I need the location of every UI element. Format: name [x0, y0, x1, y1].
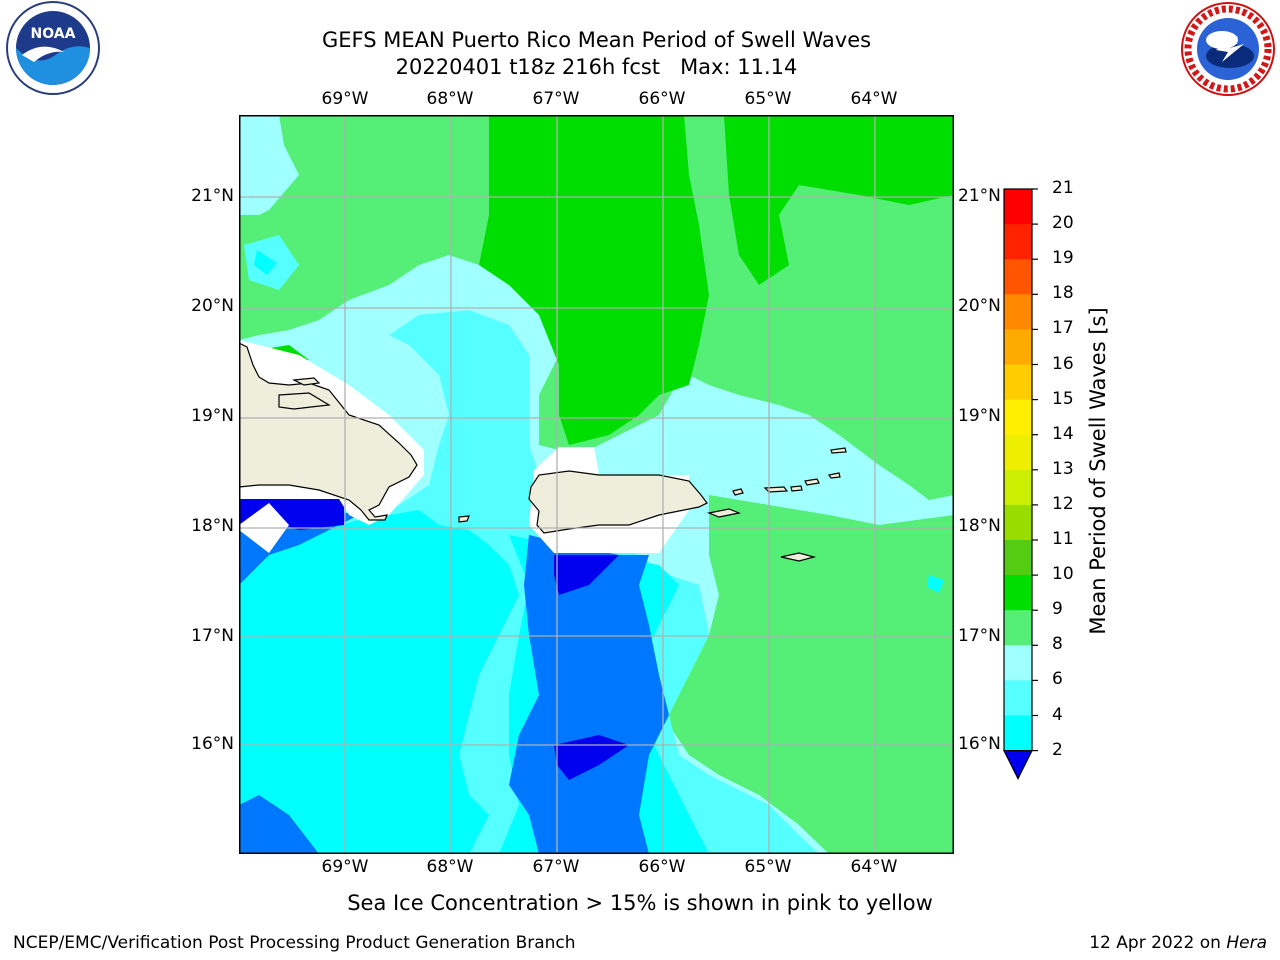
grid-lines [239, 115, 954, 854]
colorbar-tick-label: 19 [1052, 248, 1074, 269]
lat-label-left: 18°N [191, 516, 234, 536]
lat-label-left: 16°N [191, 734, 234, 754]
footer-credit: NCEP/EMC/Verification Post Processing Pr… [13, 933, 576, 953]
colorbar-tick-label: 4 [1052, 704, 1063, 725]
colorbar-segment [1004, 434, 1032, 471]
st-croix-island [780, 552, 817, 562]
footer-date-text: 12 Apr 2022 on [1089, 933, 1227, 953]
lat-label-right: 21°N [958, 186, 1001, 206]
colorbar [1003, 188, 1038, 780]
colorbar-segment [1004, 224, 1032, 260]
field-4-6s [927, 575, 944, 593]
hispaniola-land [239, 342, 418, 521]
colorbar-segment [1004, 540, 1032, 576]
colorbar-tick-label: 21 [1052, 178, 1074, 198]
footer-date: 12 Apr 2022 on Hera [1089, 933, 1267, 953]
footer-host: Hera [1226, 933, 1267, 953]
colorbar-segment [1004, 680, 1032, 716]
virgin-gorda-island [828, 472, 841, 479]
map-title: GEFS MEAN Puerto Rico Mean Period of Swe… [321, 28, 872, 52]
field-9-10s [399, 115, 489, 175]
svg-text:NOAA: NOAA [31, 26, 76, 42]
lon-label-bottom: 66°W [638, 857, 686, 877]
colorbar-label: Mean Period of Swell Waves [s] [1086, 307, 1110, 635]
field-4-6s [239, 510, 519, 854]
colorbar-segment [1004, 364, 1032, 401]
lon-label-top: 69°W [321, 89, 369, 109]
colorbar-tick-label: 20 [1052, 213, 1074, 234]
field-9-10s [659, 495, 954, 854]
colorbar-tick-label: 18 [1052, 283, 1074, 304]
colorbar-segment [1004, 189, 1032, 225]
lat-label-left: 20°N [191, 296, 234, 316]
colorbar-tick-label: 17 [1052, 318, 1074, 339]
lat-label-right: 20°N [958, 296, 1001, 316]
lon-label-top: 65°W [744, 89, 792, 109]
colorbar-segment [1004, 399, 1032, 436]
lon-label-top: 67°W [532, 89, 580, 109]
colorbar-segment [1004, 294, 1032, 330]
lon-label-top: 66°W [638, 89, 686, 109]
colorbar-tick-label: 12 [1052, 493, 1074, 514]
colorbar-segment [1004, 610, 1032, 646]
lon-label-top: 64°W [850, 89, 898, 109]
st-thomas-island [763, 486, 789, 493]
colorbar-tick-label: 14 [1052, 423, 1074, 444]
culebra-island [732, 488, 744, 496]
lat-label-right: 16°N [958, 734, 1001, 754]
field-below-2s [554, 555, 619, 595]
vieques-island [706, 508, 742, 518]
tortola-island [804, 478, 820, 486]
colorbar-segment [1004, 645, 1032, 681]
colorbar-tick-label: 8 [1052, 634, 1063, 655]
colorbar-segment [1004, 259, 1032, 295]
colorbar-tick-label: 2 [1052, 739, 1063, 760]
colorbar-tick-label: 10 [1052, 564, 1074, 585]
tortuga-island [291, 377, 321, 386]
colorbar-segment [1004, 469, 1032, 506]
colorbar-segment [1004, 575, 1032, 611]
colorbar-tick-label: 11 [1052, 529, 1074, 549]
colorbar-tick-label: 16 [1052, 353, 1074, 374]
map-subtitle: 20220401 t18z 216h fcst Max: 11.14 [395, 55, 798, 79]
colorbar-segment [1004, 329, 1032, 365]
field-4-6s [254, 250, 277, 275]
lon-label-top: 68°W [426, 89, 474, 109]
lon-label-bottom: 64°W [850, 857, 898, 877]
field-10-11s [724, 115, 954, 285]
lat-label-left: 21°N [191, 186, 234, 206]
lon-label-bottom: 67°W [532, 857, 580, 877]
colorbar-segment [1004, 715, 1032, 752]
lat-label-right: 18°N [958, 516, 1001, 536]
colorbar-segment [1004, 504, 1032, 541]
map-frame [239, 115, 954, 854]
nws-logo [1181, 2, 1275, 96]
st-john-island [790, 485, 803, 492]
lat-label-right: 19°N [958, 406, 1001, 426]
lat-label-left: 17°N [191, 626, 234, 646]
colorbar-tick-label: 6 [1052, 669, 1063, 690]
anegada-island [830, 447, 847, 454]
colorbar-extension [1003, 750, 1033, 780]
mona-island [458, 515, 470, 523]
lat-label-right: 17°N [958, 626, 1001, 646]
lat-label-left: 19°N [191, 406, 234, 426]
lon-label-bottom: 69°W [321, 857, 369, 877]
swell-period-map [239, 115, 954, 854]
field-below-2s [554, 735, 629, 780]
noaa-logo: NOAA [6, 1, 100, 95]
sea-ice-notice: Sea Ice Concentration > 15% is shown in … [347, 891, 933, 915]
lon-label-bottom: 68°W [426, 857, 474, 877]
colorbar-tick-label: 15 [1052, 388, 1074, 409]
hispaniola-north-coast [278, 392, 331, 410]
lon-label-bottom: 65°W [744, 857, 792, 877]
colorbar-tick-label: 9 [1052, 599, 1063, 620]
colorbar-tick-label: 13 [1052, 458, 1074, 479]
field-2-4s [509, 535, 669, 854]
field-2-4s [239, 795, 319, 854]
